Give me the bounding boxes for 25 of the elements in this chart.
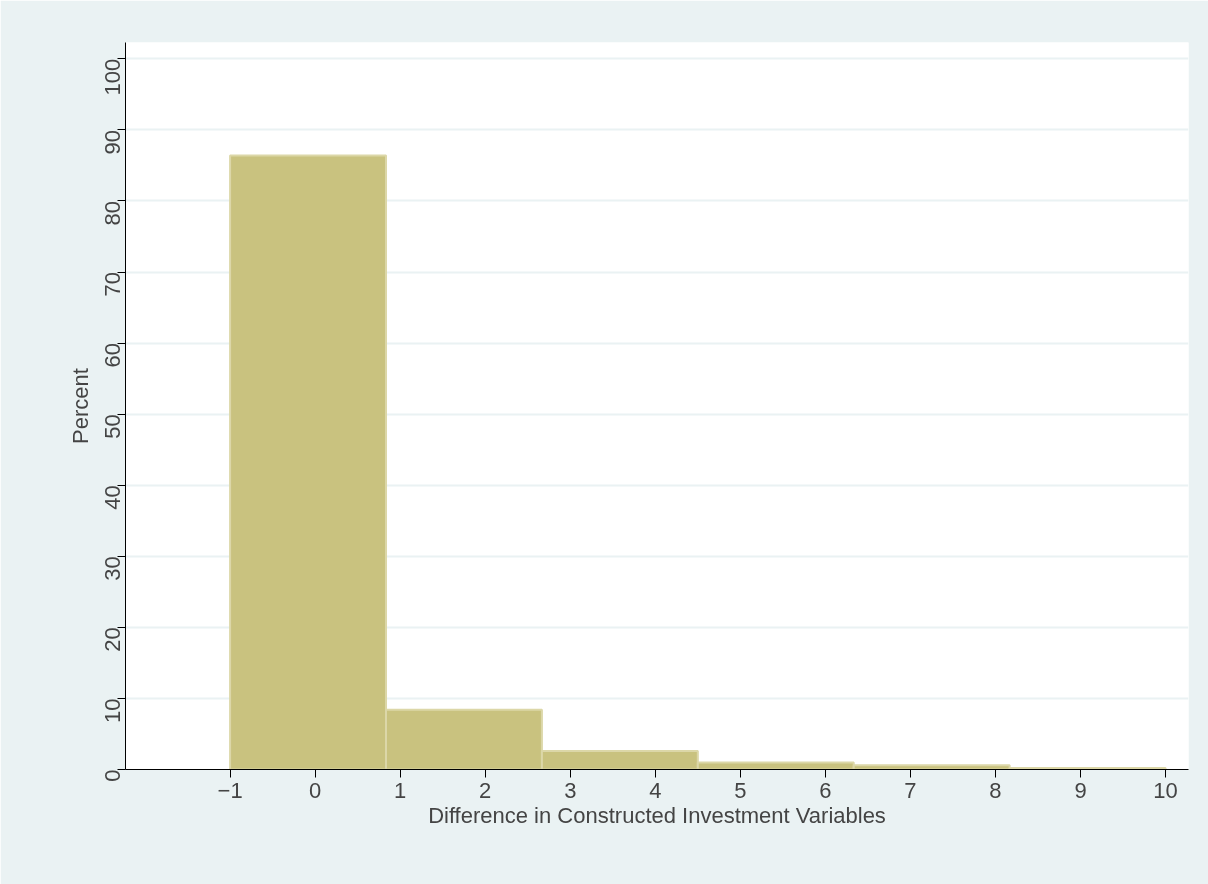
x-tick-label: 10	[1153, 777, 1178, 803]
y-tick-label: 30	[100, 556, 125, 581]
x-tick-label: 6	[819, 777, 832, 803]
y-tick-label: 50	[100, 414, 125, 439]
y-tick-label: 0	[100, 769, 125, 782]
x-tick-label: 0	[309, 777, 322, 803]
y-tick-label: 80	[100, 200, 125, 226]
y-tick-label: 70	[100, 272, 125, 297]
x-tick-label: 8	[989, 777, 1002, 803]
y-axis-title: Percent	[67, 368, 93, 444]
x-axis-title: Difference in Constructed Investment Variables	[428, 802, 886, 828]
x-tick-label: 3	[564, 777, 577, 803]
y-tick-label: 60	[100, 343, 125, 368]
y-tick-label: 100	[100, 58, 125, 96]
x-tick-label: −1	[217, 777, 243, 803]
y-tick-label: 10	[100, 698, 125, 723]
x-tick-label: 7	[904, 777, 917, 803]
x-tick-label: 2	[479, 777, 492, 803]
x-tick-label: 4	[649, 777, 662, 803]
x-tick-label: 1	[394, 777, 407, 803]
y-tick-label: 20	[100, 627, 125, 652]
y-tick-label: 90	[100, 129, 125, 155]
x-tick-label: 5	[734, 777, 747, 803]
y-tick-label: 40	[100, 485, 125, 510]
x-tick-label: 9	[1074, 777, 1087, 803]
